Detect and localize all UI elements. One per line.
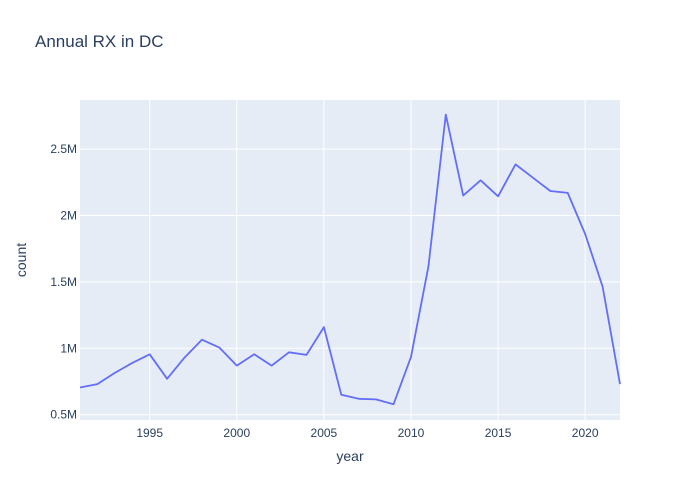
chart-title: Annual RX in DC — [35, 32, 164, 51]
x-tick-label: 2000 — [223, 426, 250, 440]
y-tick-label: 0.5M — [50, 408, 77, 422]
y-tick-label: 2.5M — [50, 142, 77, 156]
y-tick-label: 1M — [60, 341, 77, 355]
series-line-count — [79, 113, 621, 406]
x-tick-label: 2010 — [398, 426, 425, 440]
x-axis-ticks: 1995 2000 2005 2010 2015 2020 — [136, 426, 599, 440]
y-tick-label: 1.5M — [50, 275, 77, 289]
y-axis-title: count — [13, 243, 29, 277]
grid-lines — [80, 100, 620, 420]
y-tick-label: 2M — [60, 209, 77, 223]
x-tick-label: 2015 — [485, 426, 512, 440]
x-tick-label: 2020 — [572, 426, 599, 440]
x-tick-label: 1995 — [136, 426, 163, 440]
x-tick-label: 2005 — [311, 426, 338, 440]
plot-background — [80, 100, 620, 420]
y-axis-ticks: 0.5M 1M 1.5M 2M 2.5M — [50, 142, 77, 422]
x-axis-title: year — [336, 448, 364, 464]
